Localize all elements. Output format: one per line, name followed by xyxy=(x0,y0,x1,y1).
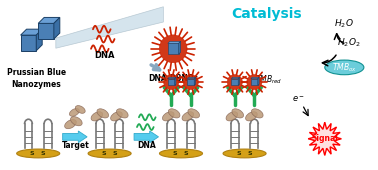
Ellipse shape xyxy=(251,109,263,118)
Ellipse shape xyxy=(232,109,243,118)
Ellipse shape xyxy=(226,112,238,121)
Ellipse shape xyxy=(75,106,85,113)
Polygon shape xyxy=(134,131,158,143)
Ellipse shape xyxy=(111,112,122,121)
Polygon shape xyxy=(36,29,42,51)
Polygon shape xyxy=(187,79,194,86)
Ellipse shape xyxy=(17,149,60,158)
Polygon shape xyxy=(238,77,240,86)
Text: Target: Target xyxy=(62,141,89,150)
Text: $TMB_{ox}$: $TMB_{ox}$ xyxy=(332,61,357,74)
Text: Prussian Blue
Nanozymes: Prussian Blue Nanozymes xyxy=(7,68,66,89)
Text: S   S: S S xyxy=(173,151,189,156)
Circle shape xyxy=(164,74,179,90)
Polygon shape xyxy=(194,77,195,86)
Ellipse shape xyxy=(325,60,364,75)
Ellipse shape xyxy=(70,108,79,116)
Circle shape xyxy=(247,74,262,90)
Circle shape xyxy=(183,74,198,90)
Polygon shape xyxy=(54,18,60,39)
Ellipse shape xyxy=(160,149,203,158)
Polygon shape xyxy=(168,79,175,86)
Polygon shape xyxy=(231,77,240,79)
Text: $H_2O$: $H_2O$ xyxy=(335,17,354,30)
Polygon shape xyxy=(187,77,195,79)
Text: DNA: DNA xyxy=(137,141,156,150)
Ellipse shape xyxy=(116,109,128,118)
Ellipse shape xyxy=(188,109,200,118)
Polygon shape xyxy=(251,79,258,86)
Text: $e^-$: $e^-$ xyxy=(292,95,305,105)
Polygon shape xyxy=(231,79,238,86)
Circle shape xyxy=(159,35,187,63)
Polygon shape xyxy=(178,41,181,54)
Polygon shape xyxy=(20,35,36,51)
Text: S   S: S S xyxy=(30,151,46,156)
Text: DNA-PBNPs: DNA-PBNPs xyxy=(148,74,198,83)
Polygon shape xyxy=(56,7,163,48)
Ellipse shape xyxy=(88,149,131,158)
Polygon shape xyxy=(258,77,259,86)
Text: $TMB_{red}$: $TMB_{red}$ xyxy=(255,74,283,86)
Polygon shape xyxy=(308,122,341,155)
Ellipse shape xyxy=(168,109,180,118)
Ellipse shape xyxy=(182,112,194,121)
Ellipse shape xyxy=(91,112,103,121)
Ellipse shape xyxy=(163,112,174,121)
Text: $H_2O_2$: $H_2O_2$ xyxy=(338,37,361,49)
Polygon shape xyxy=(175,77,176,86)
Circle shape xyxy=(227,74,242,90)
Ellipse shape xyxy=(71,117,82,126)
Polygon shape xyxy=(168,77,176,79)
Ellipse shape xyxy=(65,120,76,129)
Ellipse shape xyxy=(246,112,257,121)
Polygon shape xyxy=(251,77,259,79)
Polygon shape xyxy=(168,41,181,43)
Text: S   S: S S xyxy=(102,151,118,156)
Text: Catalysis: Catalysis xyxy=(231,7,301,21)
Polygon shape xyxy=(38,23,54,39)
Polygon shape xyxy=(38,18,60,23)
Ellipse shape xyxy=(97,109,108,118)
Text: S   S: S S xyxy=(237,151,253,156)
Text: Signal: Signal xyxy=(311,134,338,143)
Polygon shape xyxy=(63,131,87,143)
Polygon shape xyxy=(168,43,178,54)
Polygon shape xyxy=(20,29,42,35)
Text: DNA: DNA xyxy=(94,51,115,60)
Ellipse shape xyxy=(223,149,266,158)
